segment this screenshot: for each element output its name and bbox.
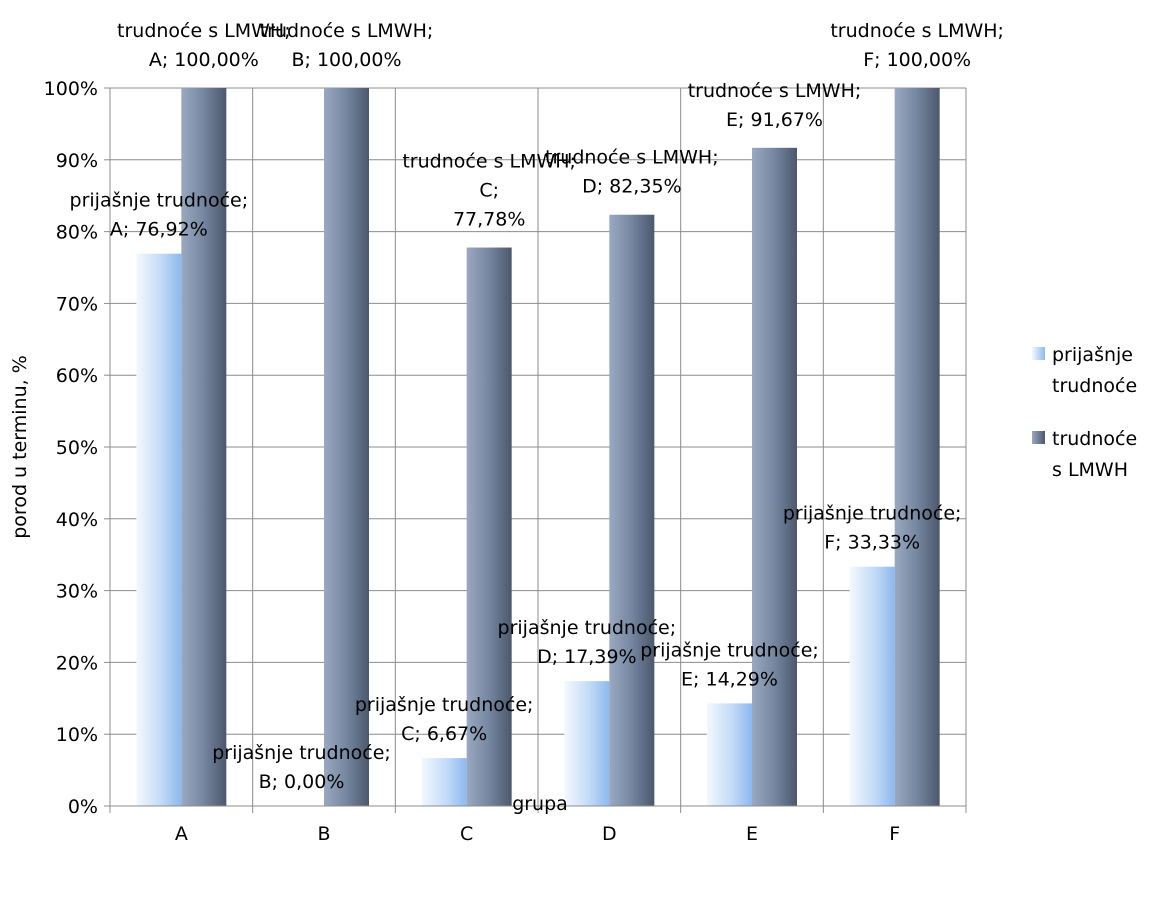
bars: [136, 88, 940, 807]
data-label: trudnoće s LMWH; A; 100,00%: [117, 20, 291, 71]
x-tick-label: B: [317, 823, 330, 845]
data-label: prijašnje trudnoće; F; 33,33%: [783, 503, 962, 554]
legend-item-lmwh: trudnoće s LMWH: [1032, 424, 1150, 486]
bar-prior: [136, 253, 182, 806]
data-label-line: F; 100,00%: [863, 49, 971, 71]
data-label: prijašnje trudnoće; D; 17,39%: [498, 617, 677, 668]
bar-lmwh: [609, 214, 655, 807]
data-label-line: prijašnje trudnoće;: [212, 742, 391, 764]
y-tick-label: 30%: [56, 581, 98, 603]
data-label-line: A; 100,00%: [149, 49, 259, 71]
data-label-line: trudnoće s LMWH;: [402, 151, 576, 173]
data-label: trudnoće s LMWH; D; 82,35%: [545, 147, 719, 198]
y-tick-label: 50%: [56, 437, 98, 459]
legend-label-lmwh-line2: s LMWH: [1052, 459, 1128, 481]
bar-lmwh: [324, 88, 369, 806]
bar-lmwh: [894, 88, 940, 806]
x-axis-title: grupa: [512, 793, 568, 815]
axes: 0% 10% 20% 30% 40% 50% 60% 70% 80% 90% 100% A B C D E F: [44, 78, 967, 845]
data-label: trudnoće s LMWH; C; 77,78%: [402, 151, 576, 231]
bar-prior: [849, 566, 895, 806]
legend-label-lmwh-line1: trudnoće: [1052, 428, 1138, 450]
data-label-line: B; 100,00%: [291, 49, 401, 71]
y-axis-title: porod u terminu, %: [9, 355, 31, 539]
data-label: trudnoće s LMWH; F; 100,00%: [830, 20, 1004, 71]
data-label-line: prijašnje trudnoće;: [498, 617, 677, 639]
bar-lmwh: [466, 247, 512, 806]
data-label: prijašnje trudnoće; C; 6,67%: [355, 694, 534, 745]
x-tick-label: A: [175, 823, 188, 845]
data-label: trudnoće s LMWH; E; 91,67%: [688, 80, 862, 131]
data-label-line: prijašnje trudnoće;: [640, 639, 819, 661]
y-tick-label: 60%: [56, 365, 98, 387]
y-tick-label: 90%: [56, 150, 98, 172]
data-label: prijašnje trudnoće; E; 14,29%: [640, 639, 819, 690]
bar-prior: [564, 681, 610, 806]
bar-lmwh: [181, 88, 227, 806]
y-tick-label: 100%: [44, 78, 98, 100]
legend-item-prior: prijašnje trudnoće: [1032, 340, 1150, 402]
y-tick-label: 80%: [56, 222, 98, 244]
bar-prior: [707, 703, 752, 806]
data-label-line: trudnoće s LMWH;: [688, 80, 862, 102]
data-label-line: F; 33,33%: [824, 532, 920, 554]
data-label-line: trudnoće s LMWH;: [545, 147, 719, 169]
bar-lmwh: [752, 147, 797, 807]
legend-swatch-lmwh: [1032, 431, 1045, 444]
legend-label-prior-line2: trudnoće: [1052, 375, 1138, 397]
x-tick-label: D: [602, 823, 617, 845]
data-label-line: A; 76,92%: [110, 219, 208, 241]
data-label-line: trudnoće s LMWH;: [830, 20, 1004, 42]
data-label: trudnoće s LMWH; B; 100,00%: [260, 20, 434, 71]
y-tick-label: 10%: [56, 724, 98, 746]
data-label-line: E; 14,29%: [681, 668, 778, 690]
data-label-line: E; 91,67%: [726, 109, 823, 131]
data-label: prijašnje trudnoće; A; 76,92%: [70, 190, 249, 241]
x-tick-label: F: [889, 823, 900, 845]
y-tick-label: 20%: [56, 652, 98, 674]
data-label-line: C; 6,67%: [401, 723, 487, 745]
legend-label-prior-line1: prijašnje: [1052, 344, 1133, 366]
legend-swatch-prior: [1032, 347, 1045, 360]
data-label-line: trudnoće s LMWH;: [260, 20, 434, 42]
data-label-line: prijašnje trudnoće;: [783, 503, 962, 525]
y-tick-label: 0%: [68, 796, 98, 818]
bar-prior: [421, 758, 467, 806]
data-label-line: 77,78%: [453, 209, 525, 231]
data-label-line: B; 0,00%: [259, 771, 345, 793]
x-tick-label: E: [746, 823, 758, 845]
data-label: prijašnje trudnoće; B; 0,00%: [212, 742, 391, 793]
data-labels: prijašnje trudnoće; A; 76,92%prijašnje tr…: [70, 20, 1004, 793]
y-tick-label: 70%: [56, 293, 98, 315]
x-tick-label: C: [460, 823, 473, 845]
data-label-line: prijašnje trudnoće;: [70, 190, 249, 212]
data-label-line: D; 82,35%: [582, 176, 682, 198]
y-tick-label: 40%: [56, 509, 98, 531]
data-label-line: D; 17,39%: [537, 646, 637, 668]
data-label-line: prijašnje trudnoće;: [355, 694, 534, 716]
legend: prijašnje trudnoće trudnoće s LMWH: [1032, 340, 1150, 508]
data-label-line: trudnoće s LMWH;: [117, 20, 291, 42]
data-label-line: C;: [479, 180, 499, 202]
